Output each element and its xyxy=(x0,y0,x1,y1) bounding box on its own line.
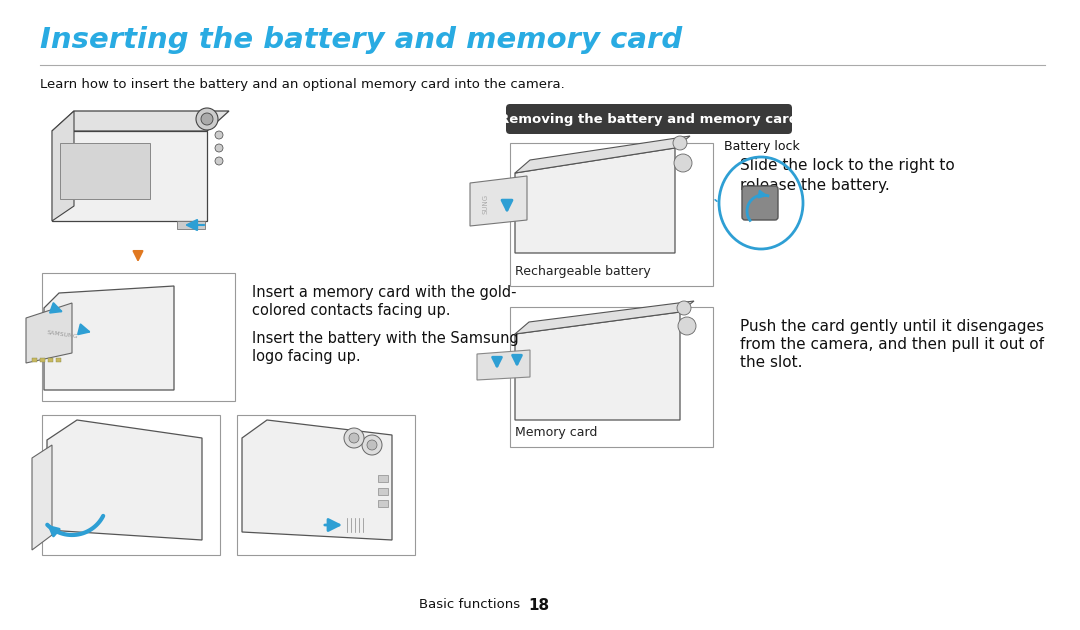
Circle shape xyxy=(201,113,213,125)
Circle shape xyxy=(678,317,696,335)
Polygon shape xyxy=(52,111,229,131)
Polygon shape xyxy=(242,420,392,540)
Bar xyxy=(42,273,235,401)
Circle shape xyxy=(215,131,222,139)
Text: 18: 18 xyxy=(528,597,549,612)
Text: Inserting the battery and memory card: Inserting the battery and memory card xyxy=(40,26,683,54)
Polygon shape xyxy=(52,111,75,221)
Circle shape xyxy=(673,136,687,150)
Circle shape xyxy=(215,144,222,152)
FancyBboxPatch shape xyxy=(742,186,778,220)
Circle shape xyxy=(677,301,691,315)
Text: SUNG: SUNG xyxy=(482,194,488,214)
Bar xyxy=(378,500,388,507)
Text: Learn how to insert the battery and an optional memory card into the camera.: Learn how to insert the battery and an o… xyxy=(40,78,565,91)
Polygon shape xyxy=(32,445,52,550)
Text: SAMSUNG: SAMSUNG xyxy=(46,330,78,340)
Bar xyxy=(42,415,220,555)
Text: release the battery.: release the battery. xyxy=(740,178,890,193)
Text: logo facing up.: logo facing up. xyxy=(252,349,361,364)
Bar xyxy=(378,475,388,482)
Bar xyxy=(48,358,53,362)
Polygon shape xyxy=(515,301,694,334)
Circle shape xyxy=(345,428,364,448)
Polygon shape xyxy=(515,148,675,253)
Text: Rechargeable battery: Rechargeable battery xyxy=(515,265,651,278)
Text: Basic functions: Basic functions xyxy=(419,598,519,612)
Polygon shape xyxy=(515,136,690,173)
Polygon shape xyxy=(44,286,174,390)
Circle shape xyxy=(674,154,692,172)
Text: colored contacts facing up.: colored contacts facing up. xyxy=(252,303,450,318)
Polygon shape xyxy=(477,350,530,380)
Bar xyxy=(177,221,205,229)
Bar xyxy=(378,488,388,495)
Circle shape xyxy=(367,440,377,450)
Circle shape xyxy=(349,433,359,443)
Text: the slot.: the slot. xyxy=(740,355,802,370)
Text: Battery lock: Battery lock xyxy=(724,140,800,153)
Text: Push the card gently until it disengages: Push the card gently until it disengages xyxy=(740,319,1044,334)
Polygon shape xyxy=(515,312,680,420)
Text: Insert a memory card with the gold-: Insert a memory card with the gold- xyxy=(252,285,516,300)
Polygon shape xyxy=(52,131,207,221)
Polygon shape xyxy=(470,176,527,226)
Bar xyxy=(510,143,713,286)
Text: Removing the battery and memory card: Removing the battery and memory card xyxy=(499,113,798,125)
Circle shape xyxy=(215,157,222,165)
FancyBboxPatch shape xyxy=(507,104,792,134)
Polygon shape xyxy=(48,420,202,540)
Polygon shape xyxy=(26,303,72,363)
Bar xyxy=(237,415,415,555)
Bar xyxy=(32,358,37,362)
Text: Memory card: Memory card xyxy=(515,426,597,439)
Circle shape xyxy=(362,435,382,455)
Bar xyxy=(56,358,60,362)
Text: Insert the battery with the Samsung: Insert the battery with the Samsung xyxy=(252,331,518,346)
Bar xyxy=(510,307,713,447)
Circle shape xyxy=(195,108,218,130)
Text: from the camera, and then pull it out of: from the camera, and then pull it out of xyxy=(740,337,1044,352)
Bar xyxy=(40,358,45,362)
Text: Slide the lock to the right to: Slide the lock to the right to xyxy=(740,158,955,173)
FancyBboxPatch shape xyxy=(60,143,150,199)
